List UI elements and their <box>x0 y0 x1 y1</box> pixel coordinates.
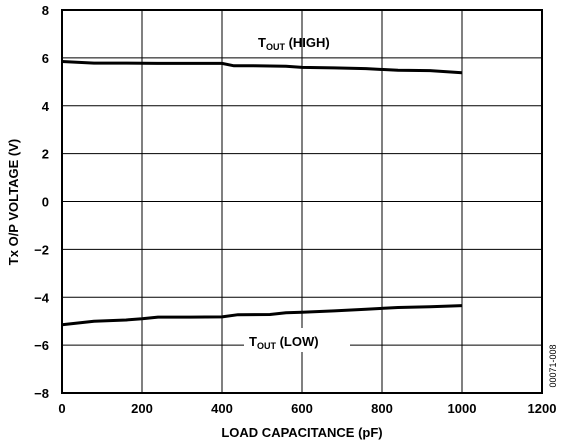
y-tick-label: −8 <box>34 386 49 401</box>
y-tick-label: 8 <box>42 3 49 18</box>
x-tick-label: 400 <box>211 401 233 416</box>
series-label-low-background <box>244 328 350 352</box>
x-tick-label: 0 <box>58 401 65 416</box>
y-tick-label: −6 <box>34 338 49 353</box>
grid <box>61 9 543 394</box>
series-label-high-suffix: (HIGH) <box>285 35 330 50</box>
x-tick-label: 1000 <box>448 401 477 416</box>
figure-code: 00071-008 <box>548 344 558 387</box>
x-tick-label: 1200 <box>528 401 557 416</box>
y-tick-label: 4 <box>42 99 50 114</box>
series-label-high: TOUT (HIGH) <box>258 35 330 52</box>
series-line-low <box>61 304 463 327</box>
tick-labels: 0 200 400 600 800 1000 1200 8 6 4 2 0 −2 −4 −6 −8 <box>34 3 556 416</box>
y-axis-title: Tx O/P VOLTAGE (V) <box>6 139 21 265</box>
x-tick-label: 800 <box>371 401 393 416</box>
y-tick-label: 6 <box>42 51 49 66</box>
x-tick-label: 200 <box>131 401 153 416</box>
y-tick-label: 0 <box>42 195 49 210</box>
series-label-high-sub: OUT <box>266 42 286 52</box>
series-lines <box>61 60 463 327</box>
series-label-low-sub: OUT <box>257 341 277 351</box>
series-line-high <box>61 60 463 75</box>
y-tick-label: −4 <box>34 290 50 305</box>
plot-frame <box>61 9 543 394</box>
x-tick-label: 600 <box>291 401 313 416</box>
y-tick-label: 2 <box>42 147 49 162</box>
series-label-low: TOUT (LOW) <box>249 334 319 351</box>
x-axis-title: LOAD CAPACITANCE (pF) <box>221 425 382 440</box>
series-label-low-suffix: (LOW) <box>276 334 319 349</box>
series-label-high-main: T <box>258 35 266 50</box>
series-label-low-main: T <box>249 334 257 349</box>
y-tick-label: −2 <box>34 242 49 257</box>
